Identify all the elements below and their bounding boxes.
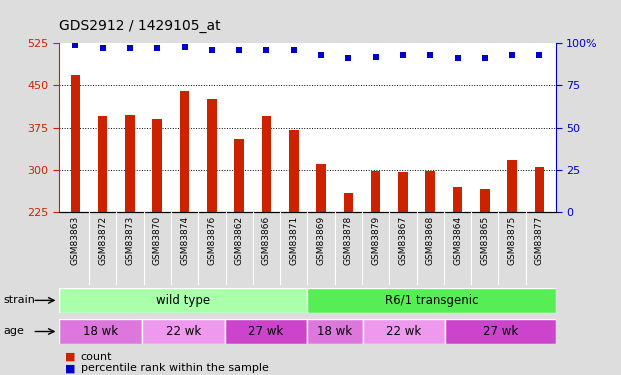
Bar (59, 288, 307, 313)
Text: GSM83864: GSM83864 (453, 216, 462, 265)
Text: GSM83874: GSM83874 (180, 216, 189, 265)
Bar (535, 167, 544, 212)
Bar (59, 319, 142, 344)
Bar (142, 319, 225, 344)
Text: ■: ■ (65, 363, 76, 373)
Bar (316, 164, 326, 212)
Bar (225, 319, 307, 344)
Text: GSM83878: GSM83878 (344, 216, 353, 265)
Bar (234, 139, 244, 212)
Bar (363, 319, 445, 344)
Bar (307, 319, 363, 344)
Bar (480, 189, 489, 212)
Text: 22 wk: 22 wk (166, 325, 201, 338)
Text: GSM83866: GSM83866 (262, 216, 271, 265)
Text: percentile rank within the sample: percentile rank within the sample (81, 363, 269, 373)
Text: GSM83869: GSM83869 (317, 216, 325, 265)
Bar (289, 130, 299, 212)
Text: GSM83865: GSM83865 (480, 216, 489, 265)
Text: GSM83863: GSM83863 (71, 216, 80, 265)
Text: GSM83862: GSM83862 (235, 216, 243, 265)
Bar (125, 115, 135, 212)
Bar (71, 75, 80, 212)
Bar (180, 91, 189, 212)
Text: wild type: wild type (156, 294, 211, 307)
Text: ■: ■ (65, 352, 76, 362)
Bar (153, 119, 162, 212)
Text: GDS2912 / 1429105_at: GDS2912 / 1429105_at (59, 19, 220, 33)
Text: GSM83870: GSM83870 (153, 216, 161, 265)
Text: GSM83872: GSM83872 (98, 216, 107, 265)
Text: GSM83879: GSM83879 (371, 216, 380, 265)
Text: R6/1 transgenic: R6/1 transgenic (385, 294, 478, 307)
Text: 18 wk: 18 wk (83, 325, 118, 338)
Text: 27 wk: 27 wk (483, 325, 518, 338)
Text: GSM83875: GSM83875 (507, 216, 517, 265)
Text: GSM83867: GSM83867 (399, 216, 407, 265)
Bar (98, 116, 107, 212)
Bar (343, 194, 353, 212)
Text: 27 wk: 27 wk (248, 325, 284, 338)
Text: GSM83868: GSM83868 (426, 216, 435, 265)
Bar (261, 116, 271, 212)
Bar (445, 319, 556, 344)
Text: GSM83871: GSM83871 (289, 216, 298, 265)
Text: strain: strain (3, 296, 35, 305)
Text: 22 wk: 22 wk (386, 325, 422, 338)
Bar (207, 99, 217, 212)
Bar (425, 171, 435, 212)
Text: count: count (81, 352, 112, 362)
Bar (307, 288, 556, 313)
Text: 18 wk: 18 wk (317, 325, 353, 338)
Bar (453, 187, 462, 212)
Text: GSM83877: GSM83877 (535, 216, 544, 265)
Bar (507, 160, 517, 212)
Text: age: age (3, 327, 24, 336)
Text: GSM83876: GSM83876 (207, 216, 216, 265)
Text: GSM83873: GSM83873 (125, 216, 135, 265)
Bar (371, 171, 381, 212)
Bar (398, 172, 408, 212)
